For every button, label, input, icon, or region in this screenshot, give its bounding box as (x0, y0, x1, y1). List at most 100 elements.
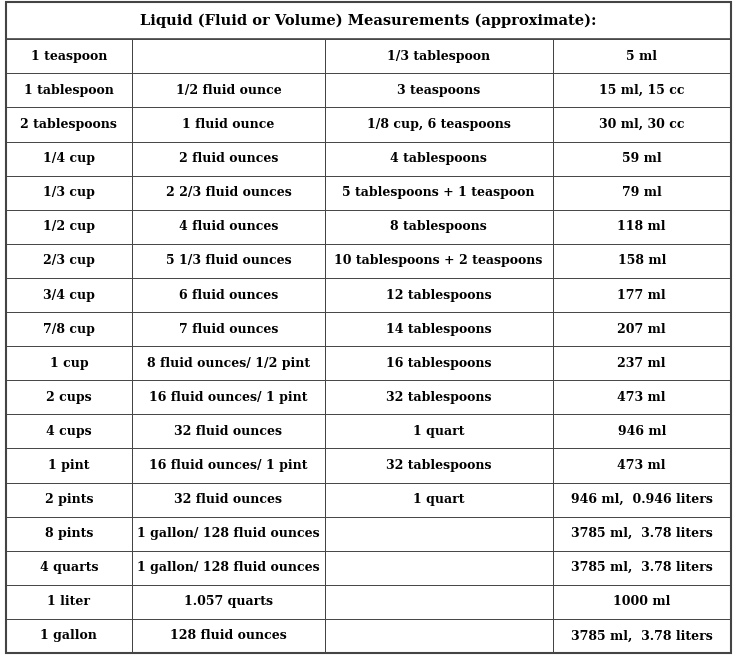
Text: 1.057 quarts: 1.057 quarts (184, 595, 273, 608)
Bar (553, 551, 731, 585)
Bar (132, 415, 325, 449)
Bar (132, 176, 325, 210)
Text: 4 cups: 4 cups (46, 425, 92, 438)
Bar (132, 73, 325, 107)
Bar (132, 483, 325, 517)
Text: 946 ml: 946 ml (618, 425, 666, 438)
Bar (132, 585, 325, 619)
Bar (5, 176, 132, 210)
Bar (5, 449, 132, 483)
Text: 946 ml,  0.946 liters: 946 ml, 0.946 liters (570, 493, 712, 506)
Bar (5, 517, 731, 551)
Bar (132, 244, 325, 278)
Text: 473 ml: 473 ml (618, 391, 666, 403)
Bar (5, 346, 132, 381)
Bar (5, 210, 731, 244)
Bar (5, 312, 132, 346)
Bar (132, 210, 325, 244)
Bar (325, 585, 553, 619)
Bar (553, 312, 731, 346)
Bar (553, 346, 731, 381)
Text: 32 tablespoons: 32 tablespoons (386, 459, 492, 472)
Bar (5, 1, 731, 39)
Text: 4 fluid ounces: 4 fluid ounces (179, 220, 278, 233)
Bar (5, 176, 731, 210)
Text: 8 tablespoons: 8 tablespoons (390, 220, 487, 233)
Bar (5, 619, 132, 653)
Bar (132, 619, 325, 653)
Bar (5, 585, 132, 619)
Bar (5, 210, 132, 244)
Text: 5 ml: 5 ml (626, 50, 657, 63)
Text: 1 gallon/ 128 fluid ounces: 1 gallon/ 128 fluid ounces (137, 527, 319, 540)
Bar (5, 551, 132, 585)
Text: 1 quart: 1 quart (413, 493, 464, 506)
Bar (325, 415, 553, 449)
Text: 14 tablespoons: 14 tablespoons (386, 323, 492, 335)
Text: 3785 ml,  3.78 liters: 3785 ml, 3.78 liters (571, 629, 712, 643)
Text: 1/8 cup, 6 teaspoons: 1/8 cup, 6 teaspoons (367, 118, 511, 131)
Bar (553, 415, 731, 449)
Text: 3/4 cup: 3/4 cup (43, 288, 95, 301)
Bar (553, 141, 731, 176)
Bar (5, 381, 132, 415)
Bar (5, 107, 132, 141)
Text: 16 tablespoons: 16 tablespoons (386, 357, 492, 369)
Text: 2 cups: 2 cups (46, 391, 92, 403)
Bar (5, 517, 132, 551)
Bar (553, 39, 731, 73)
Text: 1/3 tablespoon: 1/3 tablespoon (387, 50, 490, 63)
Bar (553, 449, 731, 483)
Text: 2/3 cup: 2/3 cup (43, 254, 95, 267)
Bar (553, 176, 731, 210)
Bar (325, 483, 553, 517)
Text: 3785 ml,  3.78 liters: 3785 ml, 3.78 liters (571, 561, 712, 574)
Text: 207 ml: 207 ml (618, 323, 666, 335)
Text: 1 cup: 1 cup (49, 357, 88, 369)
Text: 1 quart: 1 quart (413, 425, 464, 438)
Bar (5, 415, 132, 449)
Text: 10 tablespoons + 2 teaspoons: 10 tablespoons + 2 teaspoons (334, 254, 543, 267)
Bar (553, 483, 731, 517)
Text: 8 pints: 8 pints (45, 527, 93, 540)
Bar (553, 381, 731, 415)
Text: 32 fluid ounces: 32 fluid ounces (174, 493, 283, 506)
Text: 5 1/3 fluid ounces: 5 1/3 fluid ounces (166, 254, 291, 267)
Text: 79 ml: 79 ml (622, 186, 662, 199)
Bar (5, 244, 132, 278)
Text: 1000 ml: 1000 ml (613, 595, 670, 608)
Text: Liquid (Fluid or Volume) Measurements (approximate):: Liquid (Fluid or Volume) Measurements (a… (140, 13, 596, 28)
Text: 15 ml, 15 cc: 15 ml, 15 cc (599, 84, 684, 97)
Bar (325, 346, 553, 381)
Text: 6 fluid ounces: 6 fluid ounces (179, 288, 278, 301)
Text: 1 tablespoon: 1 tablespoon (24, 84, 114, 97)
Bar (132, 381, 325, 415)
Text: 1 pint: 1 pint (48, 459, 90, 472)
Bar (132, 346, 325, 381)
Text: 3 teaspoons: 3 teaspoons (397, 84, 481, 97)
Bar (325, 619, 553, 653)
Text: 16 fluid ounces/ 1 pint: 16 fluid ounces/ 1 pint (149, 459, 308, 472)
Bar (325, 278, 553, 312)
Text: 2 fluid ounces: 2 fluid ounces (179, 152, 278, 165)
Bar (132, 39, 325, 73)
Bar (5, 244, 731, 278)
Bar (5, 39, 132, 73)
Bar (5, 312, 731, 346)
Text: 5 tablespoons + 1 teaspoon: 5 tablespoons + 1 teaspoon (342, 186, 535, 199)
Bar (325, 381, 553, 415)
Bar (325, 141, 553, 176)
Bar (5, 449, 731, 483)
Text: 32 fluid ounces: 32 fluid ounces (174, 425, 283, 438)
Bar (325, 244, 553, 278)
Bar (132, 517, 325, 551)
Bar (5, 73, 132, 107)
Text: 16 fluid ounces/ 1 pint: 16 fluid ounces/ 1 pint (149, 391, 308, 403)
Bar (5, 483, 132, 517)
Bar (5, 141, 731, 176)
Bar (553, 244, 731, 278)
Bar (132, 551, 325, 585)
Bar (325, 449, 553, 483)
Text: 158 ml: 158 ml (618, 254, 666, 267)
Text: 1/3 cup: 1/3 cup (43, 186, 95, 199)
